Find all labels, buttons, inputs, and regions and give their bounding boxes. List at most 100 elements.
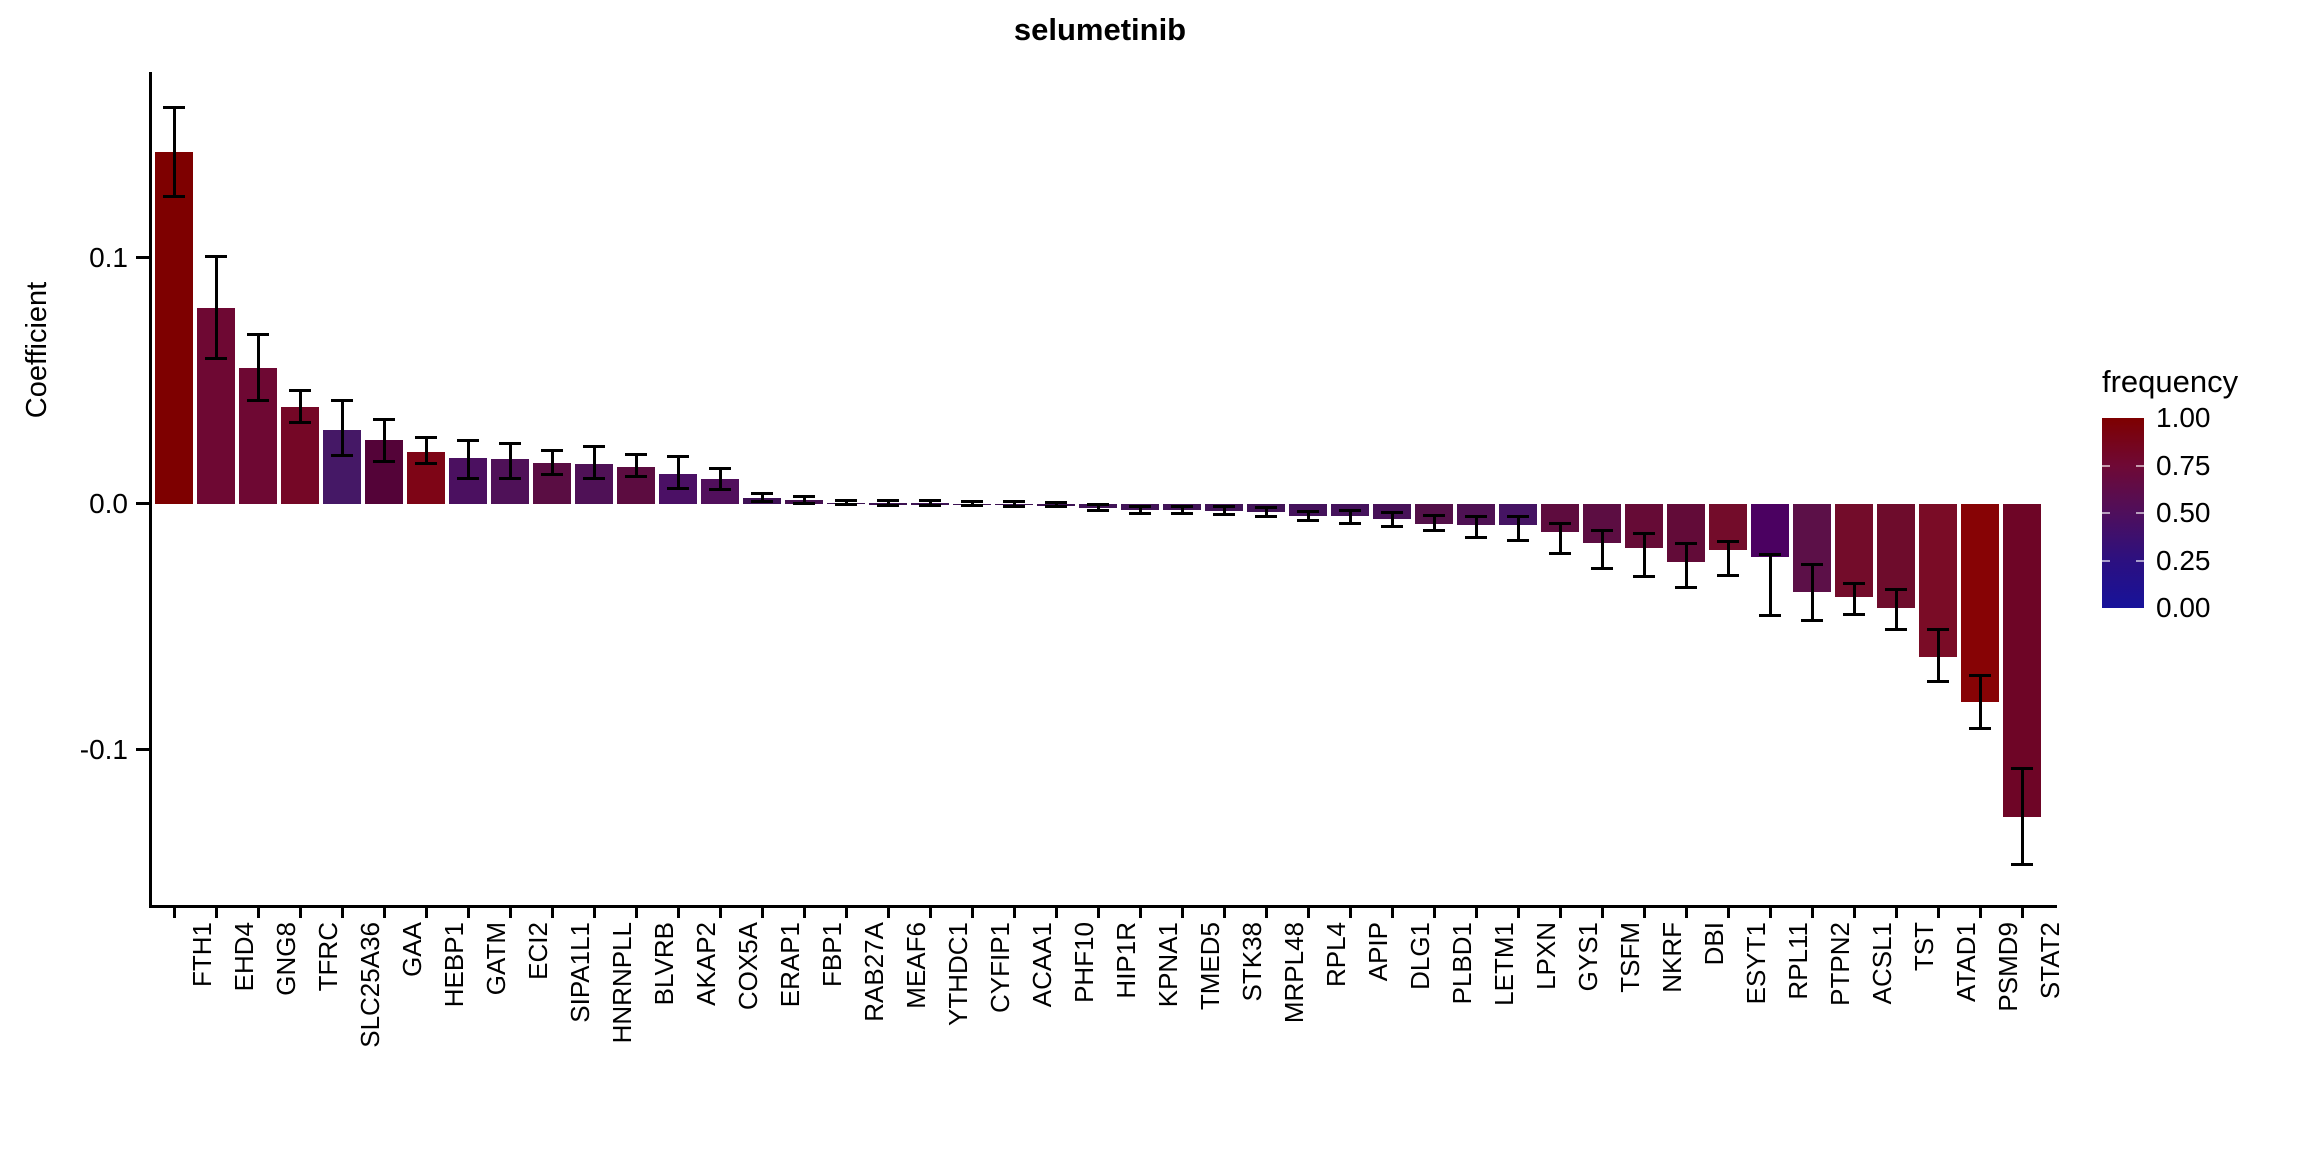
error-bar-cap <box>247 332 269 336</box>
x-tick-mark <box>340 905 344 918</box>
bar-PSMD9 <box>1961 504 1999 702</box>
error-bar-cap <box>1885 627 1907 631</box>
x-tick-mark <box>1306 905 1310 918</box>
error-bar-stem <box>214 256 218 359</box>
error-bar-cap <box>373 417 395 421</box>
error-bar-cap <box>1003 499 1025 503</box>
bar-ACSL1 <box>1835 504 1873 598</box>
error-bar-cap <box>1549 521 1571 525</box>
x-tick-mark <box>256 905 260 918</box>
y-tick-mark <box>136 748 149 751</box>
colorbar-tick <box>2102 464 2110 467</box>
x-tick-mark <box>214 905 218 918</box>
error-bar-cap <box>1675 585 1697 589</box>
error-bar-cap <box>919 499 941 503</box>
error-bar-cap <box>247 399 269 403</box>
bar-LPXN <box>1499 504 1537 526</box>
colorbar-tick <box>2136 464 2144 467</box>
colorbar-label: 0.75 <box>2156 449 2211 481</box>
error-bar-cap <box>1213 513 1235 517</box>
error-bar-cap <box>2011 766 2033 770</box>
y-tick-label: 0.0 <box>89 488 128 519</box>
x-label-DBI: DBI <box>1699 922 1729 966</box>
error-bar-cap <box>835 503 857 507</box>
error-bar-cap <box>163 106 185 110</box>
x-label-HEBP1: HEBP1 <box>439 922 469 1008</box>
error-bar-stem <box>1684 543 1688 588</box>
x-label-TSFM: TSFM <box>1615 922 1645 993</box>
error-bar-cap <box>1087 509 1109 513</box>
error-bar-stem <box>298 390 302 423</box>
error-bar-cap <box>1675 541 1697 545</box>
error-bar-cap <box>877 499 899 503</box>
x-tick-mark <box>1222 905 1226 918</box>
x-label-PTPN2: PTPN2 <box>1825 922 1855 1006</box>
error-bar-cap <box>1927 680 1949 684</box>
error-bar-cap <box>289 421 311 425</box>
x-label-FBP1: FBP1 <box>817 922 847 988</box>
error-bar-stem <box>1852 583 1856 615</box>
error-bar-cap <box>1633 531 1655 535</box>
x-tick-mark <box>382 905 386 918</box>
y-tick-label: 0.1 <box>89 242 128 273</box>
x-label-ECI2: ECI2 <box>523 922 553 980</box>
error-bar-cap <box>1969 674 1991 678</box>
x-label-LETM1: LETM1 <box>1489 922 1519 1006</box>
x-label-GNG8: GNG8 <box>271 922 301 996</box>
x-tick-mark <box>1642 905 1646 918</box>
x-label-TMED5: TMED5 <box>1195 922 1225 1011</box>
error-bar-cap <box>961 504 983 508</box>
x-tick-mark <box>1768 905 1772 918</box>
x-label-GYS1: GYS1 <box>1573 922 1603 992</box>
chart-title: selumetinib <box>1013 12 1187 47</box>
error-bar-stem <box>970 501 974 506</box>
x-label-DLG1: DLG1 <box>1405 922 1435 990</box>
x-tick-mark <box>718 905 722 918</box>
error-bar-cap <box>583 476 605 480</box>
error-bar-cap <box>1465 514 1487 518</box>
error-bar-stem <box>1516 516 1520 541</box>
x-tick-mark <box>1474 905 1478 918</box>
error-bar-cap <box>1885 587 1907 591</box>
x-tick-mark <box>298 905 302 918</box>
error-bar-cap <box>205 255 227 259</box>
error-bar-stem <box>172 107 176 197</box>
x-tick-mark <box>550 905 554 918</box>
x-tick-mark <box>1726 905 1730 918</box>
error-bar-cap <box>331 453 353 457</box>
error-bar-cap <box>1339 509 1361 513</box>
error-bar-stem <box>928 500 932 506</box>
error-bar-cap <box>1843 581 1865 585</box>
x-tick-mark <box>1558 905 1562 918</box>
error-bar-cap <box>1843 613 1865 617</box>
error-bar-cap <box>457 476 479 480</box>
x-label-ACAA1: ACAA1 <box>1027 922 1057 1008</box>
error-bar-stem <box>382 419 386 462</box>
bar-FTH1 <box>155 152 193 504</box>
error-bar-stem <box>256 334 260 401</box>
error-bar-cap <box>625 452 647 456</box>
error-bar-cap <box>1213 505 1235 509</box>
colorbar-tick <box>2102 559 2110 562</box>
error-bar-cap <box>625 475 647 479</box>
error-bar-stem <box>1936 629 1940 682</box>
x-tick-mark <box>676 905 680 918</box>
error-bar-cap <box>1381 511 1403 515</box>
x-label-RAB27A: RAB27A <box>859 922 889 1022</box>
colorbar-label: 1.00 <box>2156 402 2211 433</box>
x-label-ACSL1: ACSL1 <box>1867 922 1897 1005</box>
x-label-FTH1: FTH1 <box>187 922 217 987</box>
x-tick-mark <box>1096 905 1100 918</box>
x-tick-mark <box>1012 905 1016 918</box>
x-label-GATM: GATM <box>481 922 511 996</box>
x-tick-mark <box>592 905 596 918</box>
error-bar-cap <box>289 388 311 392</box>
x-tick-mark <box>760 905 764 918</box>
x-label-TST: TST <box>1909 922 1939 972</box>
error-bar-cap <box>1297 509 1319 513</box>
error-bar-cap <box>1297 518 1319 522</box>
error-bar-cap <box>205 357 227 361</box>
error-bar-cap <box>1759 614 1781 618</box>
x-label-BLVRB: BLVRB <box>649 922 679 1006</box>
error-bar-cap <box>1339 521 1361 525</box>
